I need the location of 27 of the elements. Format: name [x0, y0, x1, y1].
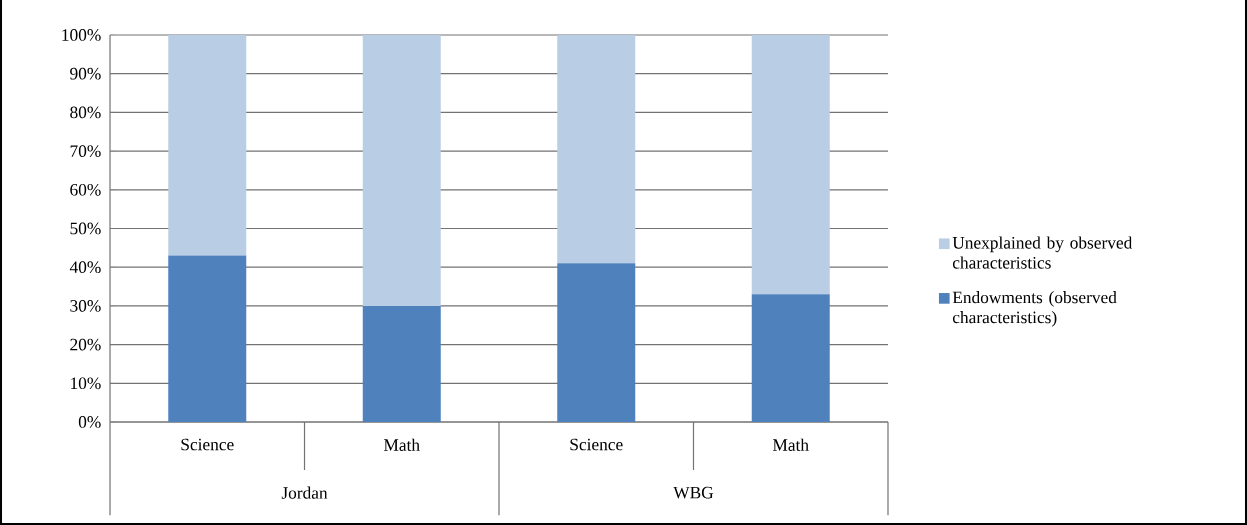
- x-tick-label: Math: [383, 438, 420, 451]
- bar: [751, 294, 830, 422]
- x-tick-label: Math: [772, 438, 809, 451]
- text: Jordan: [281, 486, 328, 499]
- x-tick-label: Science: [570, 438, 623, 451]
- y-tick-label: 30%: [70, 300, 101, 312]
- y-tick-label: 80%: [70, 106, 101, 119]
- y-tick-label: 20%: [70, 338, 101, 351]
- bar: [362, 34, 441, 306]
- y-tick-label: 0%: [78, 416, 101, 428]
- bar: [362, 305, 441, 422]
- x-tick-label: Science: [181, 438, 234, 451]
- bar: [557, 263, 636, 422]
- legend-label: Unexplained by observed characteristics: [952, 236, 1133, 269]
- bar: [751, 34, 830, 295]
- bar: [168, 34, 247, 256]
- y-tick-label: 90%: [70, 67, 101, 80]
- y-tick-label: 70%: [70, 145, 101, 157]
- y-tick-label: 60%: [70, 183, 101, 196]
- y-tick-label: 100%: [62, 29, 101, 41]
- y-tick-label: 10%: [71, 377, 101, 390]
- y-tick-label: 50%: [70, 222, 101, 235]
- y-tick-label: 40%: [69, 261, 101, 274]
- legend-label: Endowments (observed characteristics): [952, 291, 1117, 327]
- bar: [168, 255, 247, 422]
- text: WBG: [673, 486, 714, 499]
- bar: [557, 34, 636, 264]
